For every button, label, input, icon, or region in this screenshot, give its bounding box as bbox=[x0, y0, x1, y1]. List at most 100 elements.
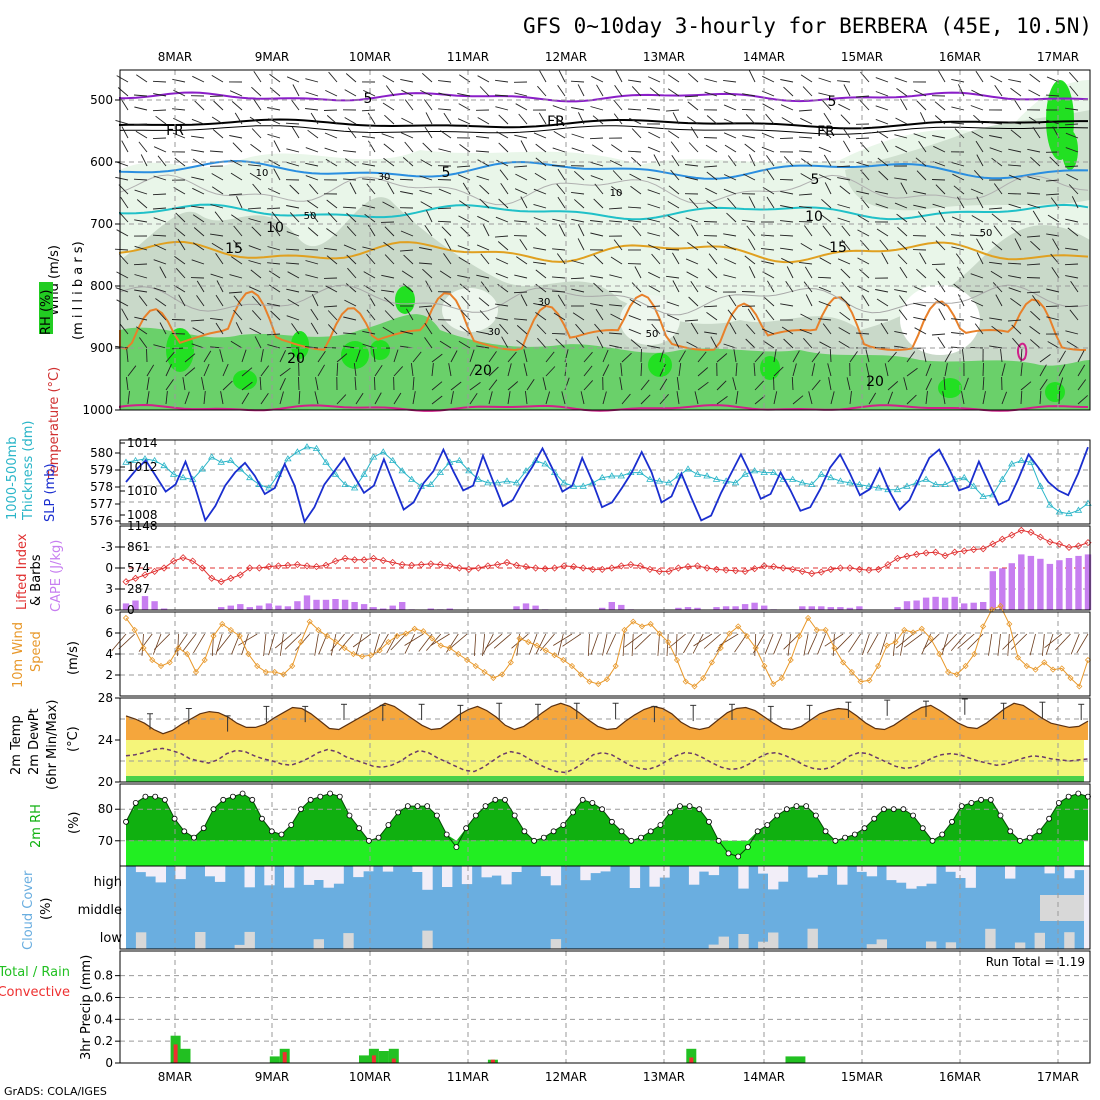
wind-barb bbox=[507, 391, 511, 405]
li-tick-label: 6 bbox=[105, 603, 113, 617]
wind-barb bbox=[355, 392, 364, 405]
lifted-index-marker bbox=[922, 549, 930, 557]
wind-barb bbox=[480, 253, 490, 265]
wind-barb bbox=[153, 344, 167, 349]
wind-barb bbox=[956, 266, 965, 279]
wind-barb bbox=[571, 191, 585, 195]
wind-barb bbox=[676, 391, 680, 405]
wind-barb bbox=[1013, 98, 1022, 111]
wind-barb bbox=[552, 248, 566, 251]
wind-speed-marker bbox=[708, 659, 715, 666]
thickness-line-marker bbox=[407, 475, 416, 482]
thickness-line-marker bbox=[122, 458, 130, 465]
lifted-index-marker bbox=[884, 561, 892, 569]
cape-bar bbox=[227, 605, 234, 610]
wind-barb bbox=[538, 112, 547, 125]
wind-barb bbox=[1000, 349, 1003, 363]
wind-barb bbox=[665, 109, 680, 112]
wind-barb bbox=[745, 338, 756, 349]
wind-barb bbox=[903, 377, 908, 391]
wind-speed-marker bbox=[892, 638, 899, 646]
wind-barb bbox=[1046, 316, 1060, 321]
wind-barb bbox=[291, 323, 300, 335]
contour-25-loop bbox=[1016, 342, 1028, 361]
wind-speed-marker bbox=[201, 656, 208, 664]
wind-barb bbox=[477, 117, 490, 125]
lifted-index-marker bbox=[293, 561, 301, 569]
wind-barb bbox=[735, 391, 739, 405]
thickness-line-marker bbox=[207, 453, 216, 460]
wind-speed-marker bbox=[525, 638, 532, 646]
temp-tick-label: 20 bbox=[98, 775, 113, 789]
wind-barb bbox=[311, 294, 319, 307]
wind-barb bbox=[249, 172, 262, 181]
rh-marker bbox=[657, 822, 664, 828]
wind-barb bbox=[571, 147, 585, 153]
cape-tick-label: 287 bbox=[127, 582, 150, 596]
wind-barb bbox=[355, 349, 361, 363]
wind-barb bbox=[895, 145, 908, 153]
thickness-line-marker bbox=[731, 479, 740, 486]
wind-speed-marker bbox=[481, 668, 488, 676]
wind-barb-10m bbox=[215, 633, 223, 656]
wind-barb bbox=[570, 80, 585, 83]
li-tick-label: 0 bbox=[105, 561, 113, 575]
rh-marker bbox=[239, 790, 246, 797]
wind-barb bbox=[916, 100, 927, 111]
wind-barb bbox=[887, 391, 894, 405]
wind-barb bbox=[152, 193, 167, 196]
lifted-index-marker bbox=[170, 557, 178, 565]
wind-barb bbox=[267, 344, 281, 349]
precip-tick-label: 0 bbox=[105, 1056, 113, 1070]
wind-barb bbox=[213, 100, 224, 111]
wind-barb bbox=[761, 328, 775, 335]
lifted-index-marker bbox=[151, 567, 159, 575]
lifted-index-marker bbox=[560, 562, 568, 570]
cape-bar bbox=[684, 607, 692, 610]
wind-barb bbox=[792, 350, 800, 363]
wind-barb bbox=[215, 253, 224, 265]
wind-barb bbox=[894, 177, 908, 181]
wind-barb-10m bbox=[1042, 633, 1045, 656]
wind-barb bbox=[785, 280, 794, 293]
wind-barb bbox=[836, 165, 851, 168]
wind-barb bbox=[748, 196, 756, 209]
lifted-index-marker bbox=[808, 569, 816, 578]
wind-barb bbox=[614, 85, 623, 97]
wind-barb bbox=[932, 135, 946, 139]
wind-barb bbox=[875, 77, 889, 83]
wind-barb-10m bbox=[879, 633, 888, 656]
wind-barb bbox=[894, 330, 908, 335]
wind-speed-marker bbox=[551, 652, 558, 659]
rh-marker bbox=[249, 796, 256, 803]
wind-barb-10m bbox=[141, 633, 144, 656]
rh-marker bbox=[1065, 793, 1072, 800]
wind-barb bbox=[647, 345, 661, 349]
rh-marker bbox=[259, 815, 265, 822]
wind-speed-marker bbox=[122, 614, 130, 622]
wind-barb bbox=[387, 182, 395, 195]
wind-barb bbox=[894, 289, 908, 293]
wind-barb bbox=[326, 115, 338, 125]
wind-barb bbox=[438, 80, 452, 83]
wind-barb bbox=[347, 127, 357, 139]
wind-barb bbox=[310, 112, 319, 125]
wind-barb bbox=[514, 274, 528, 279]
wind-barb-10m bbox=[590, 633, 599, 655]
wind-barb bbox=[602, 391, 607, 405]
wind-speed-marker bbox=[770, 680, 777, 688]
cloud-low-block bbox=[244, 931, 255, 949]
wind-barb bbox=[121, 140, 129, 153]
cloud-high-gap bbox=[817, 866, 828, 875]
wind-barb bbox=[1008, 121, 1022, 125]
wind-barb bbox=[594, 183, 604, 195]
cloud-low-block bbox=[985, 928, 996, 949]
rh-marker bbox=[910, 812, 916, 819]
wind-barb bbox=[194, 100, 205, 111]
wind-barb bbox=[953, 185, 965, 195]
precip-tick-label: 0.6 bbox=[94, 990, 113, 1004]
wind-speed-marker bbox=[359, 653, 366, 660]
wind-barb bbox=[203, 363, 210, 377]
wind-barb bbox=[1030, 310, 1041, 321]
